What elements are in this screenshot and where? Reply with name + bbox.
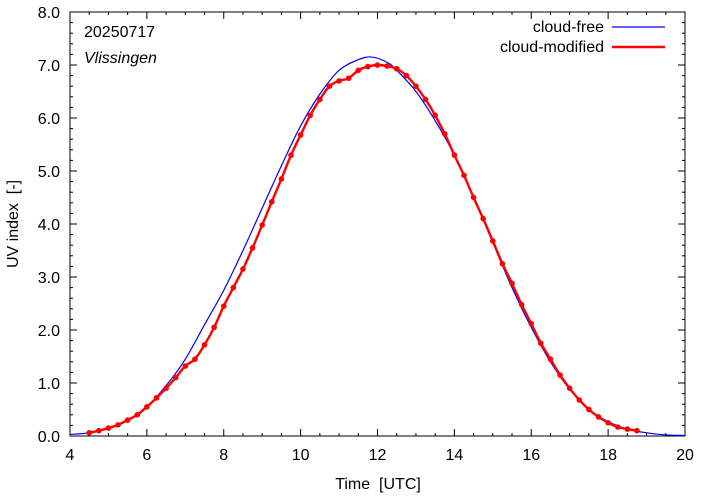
data-point-cloud-modified bbox=[470, 194, 477, 201]
data-point-cloud-modified bbox=[153, 395, 160, 401]
data-point-cloud-modified bbox=[317, 96, 323, 103]
x-tick-label: 18 bbox=[599, 447, 617, 464]
data-point-cloud-modified bbox=[441, 131, 448, 137]
series-markers bbox=[86, 62, 640, 436]
data-point-cloud-modified bbox=[144, 404, 150, 410]
x-tick-label: 20 bbox=[676, 447, 694, 464]
data-point-cloud-modified bbox=[192, 356, 198, 362]
y-axis-label: UV index [-] bbox=[5, 180, 22, 268]
data-point-cloud-modified bbox=[86, 430, 93, 436]
data-point-cloud-modified bbox=[115, 422, 121, 428]
data-point-cloud-modified bbox=[576, 397, 583, 403]
data-point-cloud-modified bbox=[413, 83, 419, 89]
date-label: 20250717 bbox=[84, 24, 155, 41]
legend-label-cloud-modified: cloud-modified bbox=[500, 39, 604, 56]
legend: cloud-free cloud-modified bbox=[500, 19, 665, 56]
data-point-cloud-modified bbox=[528, 320, 535, 327]
data-point-cloud-modified bbox=[278, 176, 285, 182]
data-point-cloud-modified bbox=[297, 132, 304, 138]
x-tick-label: 8 bbox=[219, 447, 228, 464]
data-point-cloud-modified bbox=[105, 425, 112, 431]
x-tick-label: 6 bbox=[142, 447, 151, 464]
data-point-cloud-modified bbox=[595, 414, 602, 420]
x-tick-label: 12 bbox=[369, 447, 387, 464]
axis-ticks: 4 6 8 10 12 14 16 18 20 0.0 1.0 2.0 3.0 4.0 5.0 6.0 7.0 8… bbox=[38, 5, 694, 464]
y-tick-label: 1.0 bbox=[38, 376, 60, 393]
y-tick-label: 8.0 bbox=[38, 5, 60, 22]
data-point-cloud-modified bbox=[336, 78, 342, 84]
series-line-cloud-modified bbox=[88, 63, 638, 434]
data-point-cloud-modified bbox=[432, 112, 438, 119]
data-point-cloud-modified bbox=[288, 152, 294, 158]
x-tick-label: 4 bbox=[66, 447, 75, 464]
data-point-cloud-modified bbox=[355, 67, 362, 74]
data-point-cloud-modified bbox=[307, 112, 314, 119]
data-point-cloud-modified bbox=[422, 96, 429, 103]
data-point-cloud-modified bbox=[259, 222, 265, 228]
data-point-cloud-modified bbox=[249, 245, 256, 251]
data-point-cloud-modified bbox=[538, 340, 544, 347]
data-point-cloud-modified bbox=[230, 284, 237, 291]
series-lines bbox=[69, 56, 686, 437]
y-tick-label: 4.0 bbox=[38, 217, 60, 234]
x-tick-label: 16 bbox=[522, 447, 540, 464]
location-label: Vlissingen bbox=[84, 50, 157, 67]
data-point-cloud-modified bbox=[326, 83, 333, 89]
y-tick-label: 2.0 bbox=[38, 323, 60, 340]
y-tick-label: 6.0 bbox=[38, 111, 60, 128]
y-tick-label: 0.0 bbox=[38, 429, 60, 446]
x-tick-label: 10 bbox=[292, 447, 310, 464]
data-point-cloud-modified bbox=[480, 215, 487, 222]
x-tick-label: 14 bbox=[445, 447, 463, 464]
data-point-cloud-modified bbox=[268, 198, 275, 205]
data-point-cloud-modified bbox=[220, 303, 227, 309]
legend-label-cloud-free: cloud-free bbox=[533, 19, 604, 36]
data-point-cloud-modified bbox=[605, 419, 611, 426]
data-point-cloud-modified bbox=[374, 62, 381, 68]
data-point-cloud-modified bbox=[211, 324, 217, 331]
data-point-cloud-modified bbox=[124, 417, 131, 423]
data-point-cloud-modified bbox=[182, 363, 189, 369]
data-point-cloud-modified bbox=[499, 260, 506, 267]
y-tick-label: 5.0 bbox=[38, 164, 60, 181]
data-point-cloud-modified bbox=[393, 65, 400, 72]
y-tick-label: 7.0 bbox=[38, 58, 60, 75]
x-axis-label: Time [UTC] bbox=[335, 476, 421, 493]
data-point-cloud-modified bbox=[509, 280, 515, 287]
data-point-cloud-modified bbox=[365, 63, 371, 70]
data-point-cloud-modified bbox=[384, 63, 390, 69]
data-point-cloud-modified bbox=[201, 342, 208, 348]
data-point-cloud-modified bbox=[624, 426, 631, 432]
data-point-cloud-modified bbox=[547, 356, 554, 362]
data-point-cloud-modified bbox=[634, 427, 640, 434]
data-point-cloud-modified bbox=[518, 301, 525, 308]
data-point-cloud-modified bbox=[490, 238, 496, 244]
y-tick-label: 3.0 bbox=[38, 270, 60, 287]
data-point-cloud-modified bbox=[172, 374, 179, 381]
data-point-cloud-modified bbox=[461, 172, 467, 179]
data-point-cloud-modified bbox=[614, 424, 621, 430]
plot-frame bbox=[69, 11, 686, 437]
data-point-cloud-modified bbox=[163, 385, 169, 392]
data-point-cloud-modified bbox=[403, 72, 410, 79]
data-point-cloud-modified bbox=[451, 152, 458, 158]
data-point-cloud-modified bbox=[96, 427, 102, 434]
data-point-cloud-modified bbox=[345, 75, 352, 82]
data-point-cloud-modified bbox=[566, 385, 573, 392]
data-point-cloud-modified bbox=[240, 266, 246, 272]
data-point-cloud-modified bbox=[134, 412, 141, 418]
data-point-cloud-modified bbox=[586, 406, 592, 413]
data-point-cloud-modified bbox=[557, 372, 563, 378]
series-line-cloud-free bbox=[69, 56, 686, 437]
